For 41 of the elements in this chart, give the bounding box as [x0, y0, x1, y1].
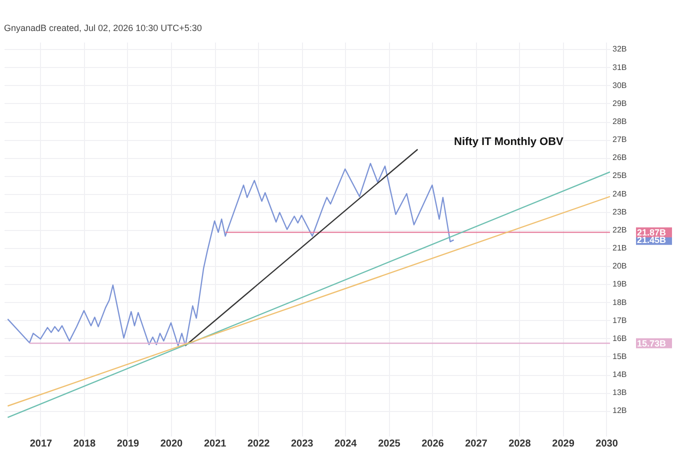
annotation: 21.87B — [637, 227, 667, 238]
y-tick-label: 22B — [612, 225, 627, 234]
x-tick-label: 2021 — [204, 438, 227, 450]
text: 21.45B — [637, 234, 667, 245]
y-tick-label: 18B — [612, 298, 627, 307]
y-tick-label: 21B — [612, 244, 627, 253]
x-tick-label: 2019 — [116, 438, 140, 450]
x-tick-label: 2024 — [334, 438, 358, 450]
x-tick-label: 2025 — [378, 438, 401, 450]
y-tick-label: 28B — [612, 117, 627, 126]
x-tick-label: 2018 — [73, 438, 96, 450]
text: Nifty IT Monthly OBV — [454, 136, 564, 148]
y-tick-label: 16B — [612, 334, 627, 343]
y-tick-label: 13B — [612, 388, 627, 398]
x-tick-label: 2017 — [30, 438, 53, 450]
y-tick-label: 20B — [612, 262, 627, 271]
y-tick-label: 23B — [612, 207, 627, 216]
y-tick-label: 24B — [612, 189, 627, 198]
annotation: 15.73B — [637, 338, 667, 348]
y-tick-label: 31B — [612, 62, 627, 72]
y-tick-label: 17B — [612, 316, 627, 325]
x-tick-label: 2026 — [422, 438, 444, 450]
y-tick-label: 19B — [612, 280, 627, 289]
y-tick-label: 29B — [612, 98, 627, 108]
x-tick-label: 2027 — [465, 438, 488, 450]
y-tick-label: 30B — [612, 80, 627, 90]
line-series — [7, 162, 454, 346]
x-tick-label: 2030 — [596, 438, 618, 450]
y-tick-label: 32B — [612, 44, 627, 54]
x-tick-label: 2022 — [247, 438, 270, 450]
y-tick-label: 27B — [612, 135, 627, 144]
text: GnyanadB created, Jul 02, 2026 10:30 UTC+5:30 — [4, 23, 202, 33]
x-tick-label: 2023 — [290, 438, 314, 450]
x-tick-label: 2020 — [160, 438, 184, 450]
y-tick-label: 14B — [612, 370, 627, 380]
y-tick-label: 15B — [612, 352, 627, 361]
y-tick-label: 12B — [612, 406, 627, 416]
x-tick-label: 2028 — [508, 438, 532, 450]
y-tick-label: 26B — [612, 153, 627, 162]
x-tick-label: 2029 — [552, 438, 575, 450]
y-tick-label: 25B — [612, 171, 627, 180]
